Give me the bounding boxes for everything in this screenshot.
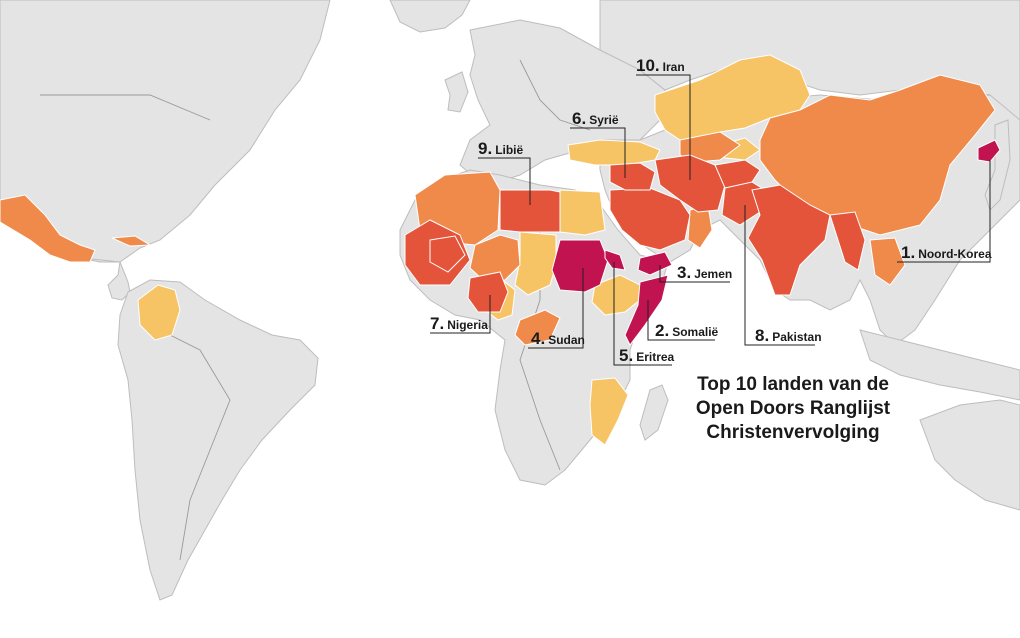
country-niger-cameroon xyxy=(469,234,521,283)
country-libya xyxy=(499,189,561,233)
country-afghanistan xyxy=(714,159,761,189)
leader-nigeria xyxy=(430,295,491,334)
country-somalia xyxy=(624,274,669,346)
leader-libie xyxy=(478,157,531,205)
layer-moderate xyxy=(137,54,811,446)
country-yemen xyxy=(637,251,673,276)
leader-sudan xyxy=(528,268,584,349)
country-syria-iraq xyxy=(609,162,656,191)
map-title: Top 10 landen van de Open Doors Ranglijs… xyxy=(696,374,891,443)
label-eritrea: 5. Eritrea xyxy=(619,346,675,365)
border-south-america-lines xyxy=(159,329,231,561)
layer-extreme xyxy=(551,139,1001,346)
country-colombia xyxy=(137,284,181,341)
title-line-3: Christenvervolging xyxy=(706,422,879,443)
leader-iran xyxy=(636,74,691,180)
label-jemen: 3. Jemen xyxy=(677,263,732,282)
land-south-america xyxy=(117,279,319,601)
land-japan xyxy=(984,119,1011,211)
border-canada-us xyxy=(40,94,211,121)
country-turkmen-uzbek xyxy=(679,131,741,163)
country-north-korea xyxy=(977,139,1001,163)
country-china xyxy=(759,74,996,236)
leader-noord-korea xyxy=(897,160,991,263)
label-sudan: 4. Sudan xyxy=(531,329,585,348)
land-australia xyxy=(919,399,1020,511)
label-pakistan: 8. Pakistan xyxy=(755,326,822,345)
label-nigeria: 7. Nigeria xyxy=(430,314,488,333)
title-line-1: Top 10 landen van de xyxy=(697,374,889,395)
country-india xyxy=(747,184,831,296)
leader-eritrea xyxy=(613,262,672,366)
land-madagascar xyxy=(639,384,669,441)
country-iran xyxy=(654,154,726,213)
label-somalie: 2. Somalië xyxy=(655,321,719,340)
country-myanmar xyxy=(829,211,866,271)
layer-very-high xyxy=(404,154,866,313)
layer-high xyxy=(0,74,996,346)
leader-syrie xyxy=(570,127,626,178)
country-eritrea xyxy=(604,249,626,271)
label-iran: 10. Iran xyxy=(636,56,685,75)
country-nigeria xyxy=(467,271,509,313)
land-southeast-asia-islands xyxy=(859,329,1020,401)
country-ethiopia xyxy=(591,274,641,316)
country-saudi-arabia xyxy=(609,187,691,251)
title-line-2: Open Doors Ranglijst xyxy=(696,398,891,419)
leader-pakistan xyxy=(744,205,815,346)
land-greenland xyxy=(389,0,471,33)
leader-lines xyxy=(430,74,991,366)
country-vietnam-laos xyxy=(869,237,906,286)
country-cuba xyxy=(111,235,152,247)
country-sudan xyxy=(551,239,609,293)
land-central-america xyxy=(81,257,131,301)
country-egypt xyxy=(559,189,606,236)
leader-jemen xyxy=(659,265,730,283)
country-mexico xyxy=(0,194,96,263)
label-syrie: 6. Syrië xyxy=(572,109,619,128)
country-mali-east xyxy=(429,235,466,273)
label-libie: 9. Libië xyxy=(478,139,524,158)
land-uk xyxy=(444,71,469,113)
leader-somalie xyxy=(647,300,715,341)
country-chad xyxy=(514,231,557,296)
label-noord-korea: 1. Noord-Korea xyxy=(901,243,992,262)
country-central-african xyxy=(514,309,561,346)
border-europe-lines xyxy=(519,59,591,131)
country-tanzania-mozambique xyxy=(589,377,629,446)
